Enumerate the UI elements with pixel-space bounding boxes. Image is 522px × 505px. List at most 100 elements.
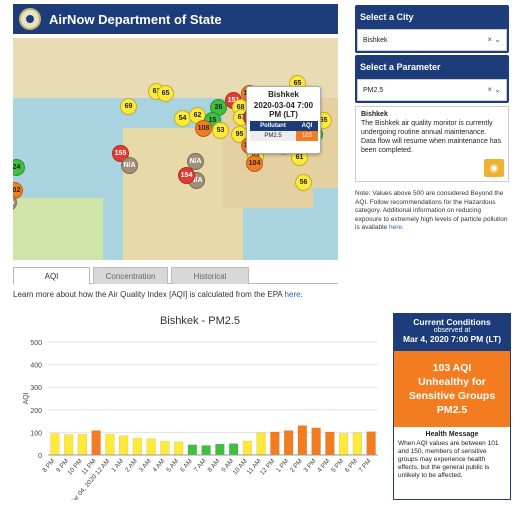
aqi-note: Note: Values above 500 are considered Be…	[355, 190, 509, 233]
city-select-value: Bishkek	[363, 36, 388, 44]
y-tick-label: 500	[30, 340, 42, 347]
aqi-marker[interactable]: 56	[295, 174, 312, 191]
x-tick-label: 10 AM	[232, 458, 249, 477]
note-link[interactable]: here	[388, 224, 402, 231]
y-tick-label: 400	[30, 363, 42, 370]
aqi-marker[interactable]: 53	[212, 122, 229, 139]
chart-bar	[91, 430, 101, 456]
chevron-down-icon[interactable]: ⌄	[494, 35, 501, 44]
x-tick-label: 1 PM	[275, 458, 290, 474]
x-tick-label: 5 PM	[330, 458, 345, 474]
conditions-header: Current Conditions observed at Mar 4, 20…	[394, 314, 510, 351]
y-tick-label: 0	[38, 453, 42, 460]
app-title: AirNow Department of State	[49, 11, 222, 27]
city-select-panel: Select a City Bishkek × ⌄	[355, 5, 509, 53]
conditions-title: Current Conditions	[413, 317, 491, 327]
note-text: Note: Values above 500 are considered Be…	[355, 190, 508, 231]
aqi-marker[interactable]: N/A	[187, 153, 204, 170]
x-tick-label: 8 PM	[41, 458, 56, 474]
x-tick-label: 6 AM	[179, 458, 194, 474]
chart-title: Bishkek - PM2.5	[159, 315, 241, 327]
city-select[interactable]: Bishkek × ⌄	[357, 29, 507, 51]
aqi-marker[interactable]: 65	[157, 85, 174, 102]
chart-bar	[187, 444, 198, 456]
learn-link[interactable]: here	[284, 290, 301, 299]
state-department-seal-icon	[19, 8, 41, 30]
chart-bar	[201, 445, 211, 456]
x-tick-label: 1 AM	[110, 458, 125, 474]
chart-bar	[338, 433, 349, 456]
learn-end: .	[300, 290, 303, 299]
health-message-title: Health Message	[425, 431, 479, 438]
chart-bar	[297, 425, 308, 456]
city-select-controls[interactable]: × ⌄	[487, 35, 501, 44]
notice-title: Bishkek	[361, 111, 388, 118]
x-tick-label: 8 AM	[207, 458, 222, 474]
parameter-select[interactable]: PM2.5 × ⌄	[357, 79, 507, 101]
parameter-select-controls[interactable]: × ⌄	[487, 85, 501, 94]
conditions-category: Unhealthy for Sensitive Groups	[408, 376, 496, 402]
chart-bar	[242, 440, 253, 456]
chart-bar	[325, 431, 335, 456]
learn-text: Learn more about how the Air Quality Ind…	[13, 290, 285, 299]
chart-bar	[215, 443, 225, 456]
aqi-marker[interactable]: 104	[246, 155, 263, 172]
chart-bar	[283, 430, 294, 456]
chart-bar	[256, 432, 266, 456]
city-select-title: Select a City	[360, 12, 414, 22]
parameter-select-panel: Select a Parameter PM2.5 × ⌄	[355, 55, 509, 103]
aqi-marker[interactable]: 24	[13, 159, 25, 176]
tab-aqi[interactable]: AQI	[13, 267, 90, 285]
rss-icon[interactable]: ◉	[484, 159, 504, 177]
x-tick-label: 5 AM	[165, 458, 180, 474]
chart-bar	[311, 427, 321, 456]
aqi-marker[interactable]: N/A	[121, 157, 138, 174]
chart-bar	[77, 433, 88, 456]
popup-col-aqi: AQI	[296, 121, 318, 131]
chart-bar	[146, 438, 156, 456]
x-tick-label: 10 PM	[66, 458, 83, 477]
x-tick-label: 6 PM	[344, 458, 359, 474]
y-tick-label: 300	[30, 385, 42, 392]
tab-concentration[interactable]: Concentration	[93, 267, 168, 284]
map-ocean-west	[13, 98, 73, 198]
aqi-marker[interactable]: 69	[120, 98, 137, 115]
tab-historical[interactable]: Historical	[171, 267, 249, 284]
tab-bar: AQI Concentration Historical	[13, 267, 338, 285]
popup-city: Bishkek	[268, 90, 299, 99]
x-tick-label: 3 PM	[303, 458, 318, 474]
chart-bar	[118, 435, 129, 456]
aqi-marker[interactable]: 108	[195, 120, 212, 137]
chart-bar	[50, 433, 60, 456]
popup-table: Pollutant AQI PM2.5 103	[250, 121, 318, 141]
note-end: .	[401, 224, 404, 231]
y-axis-label: AQI	[23, 392, 30, 404]
clear-icon[interactable]: ×	[487, 35, 493, 44]
x-tick-label: 4 AM	[152, 458, 167, 474]
popup-col-pollutant: Pollutant	[250, 121, 296, 131]
popup-aqi: 103	[296, 131, 318, 141]
x-tick-label: 7 PM	[358, 458, 373, 474]
map-ocean-indian	[313, 188, 338, 260]
x-tick-label: 3 AM	[138, 458, 153, 474]
learn-more: Learn more about how the Air Quality Ind…	[13, 290, 303, 299]
x-tick-label: 7 AM	[193, 458, 208, 474]
aqi-map[interactable]: 6265691511212668655654621567177156112936…	[13, 38, 338, 260]
clear-icon[interactable]: ×	[487, 85, 493, 94]
app-header: AirNow Department of State	[13, 4, 338, 34]
chart-bar	[105, 433, 115, 456]
chart-bar	[173, 441, 184, 456]
chart-bar	[352, 432, 363, 456]
chart-bar	[63, 434, 74, 456]
current-conditions: Current Conditions observed at Mar 4, 20…	[393, 313, 511, 500]
aqi-marker[interactable]: 154	[178, 167, 195, 184]
map-land-southamerica	[13, 198, 103, 260]
y-tick-label: 100	[30, 430, 42, 437]
chevron-down-icon[interactable]: ⌄	[494, 85, 501, 94]
chart-bar	[366, 431, 376, 456]
chart-bar	[160, 440, 170, 456]
conditions-datetime: Mar 4, 2020 7:00 PM (LT)	[402, 334, 502, 344]
city-popup: Bishkek 2020-03-04 7:00 PM (LT) Pollutan…	[246, 86, 321, 154]
parameter-select-value: PM2.5	[363, 86, 384, 94]
